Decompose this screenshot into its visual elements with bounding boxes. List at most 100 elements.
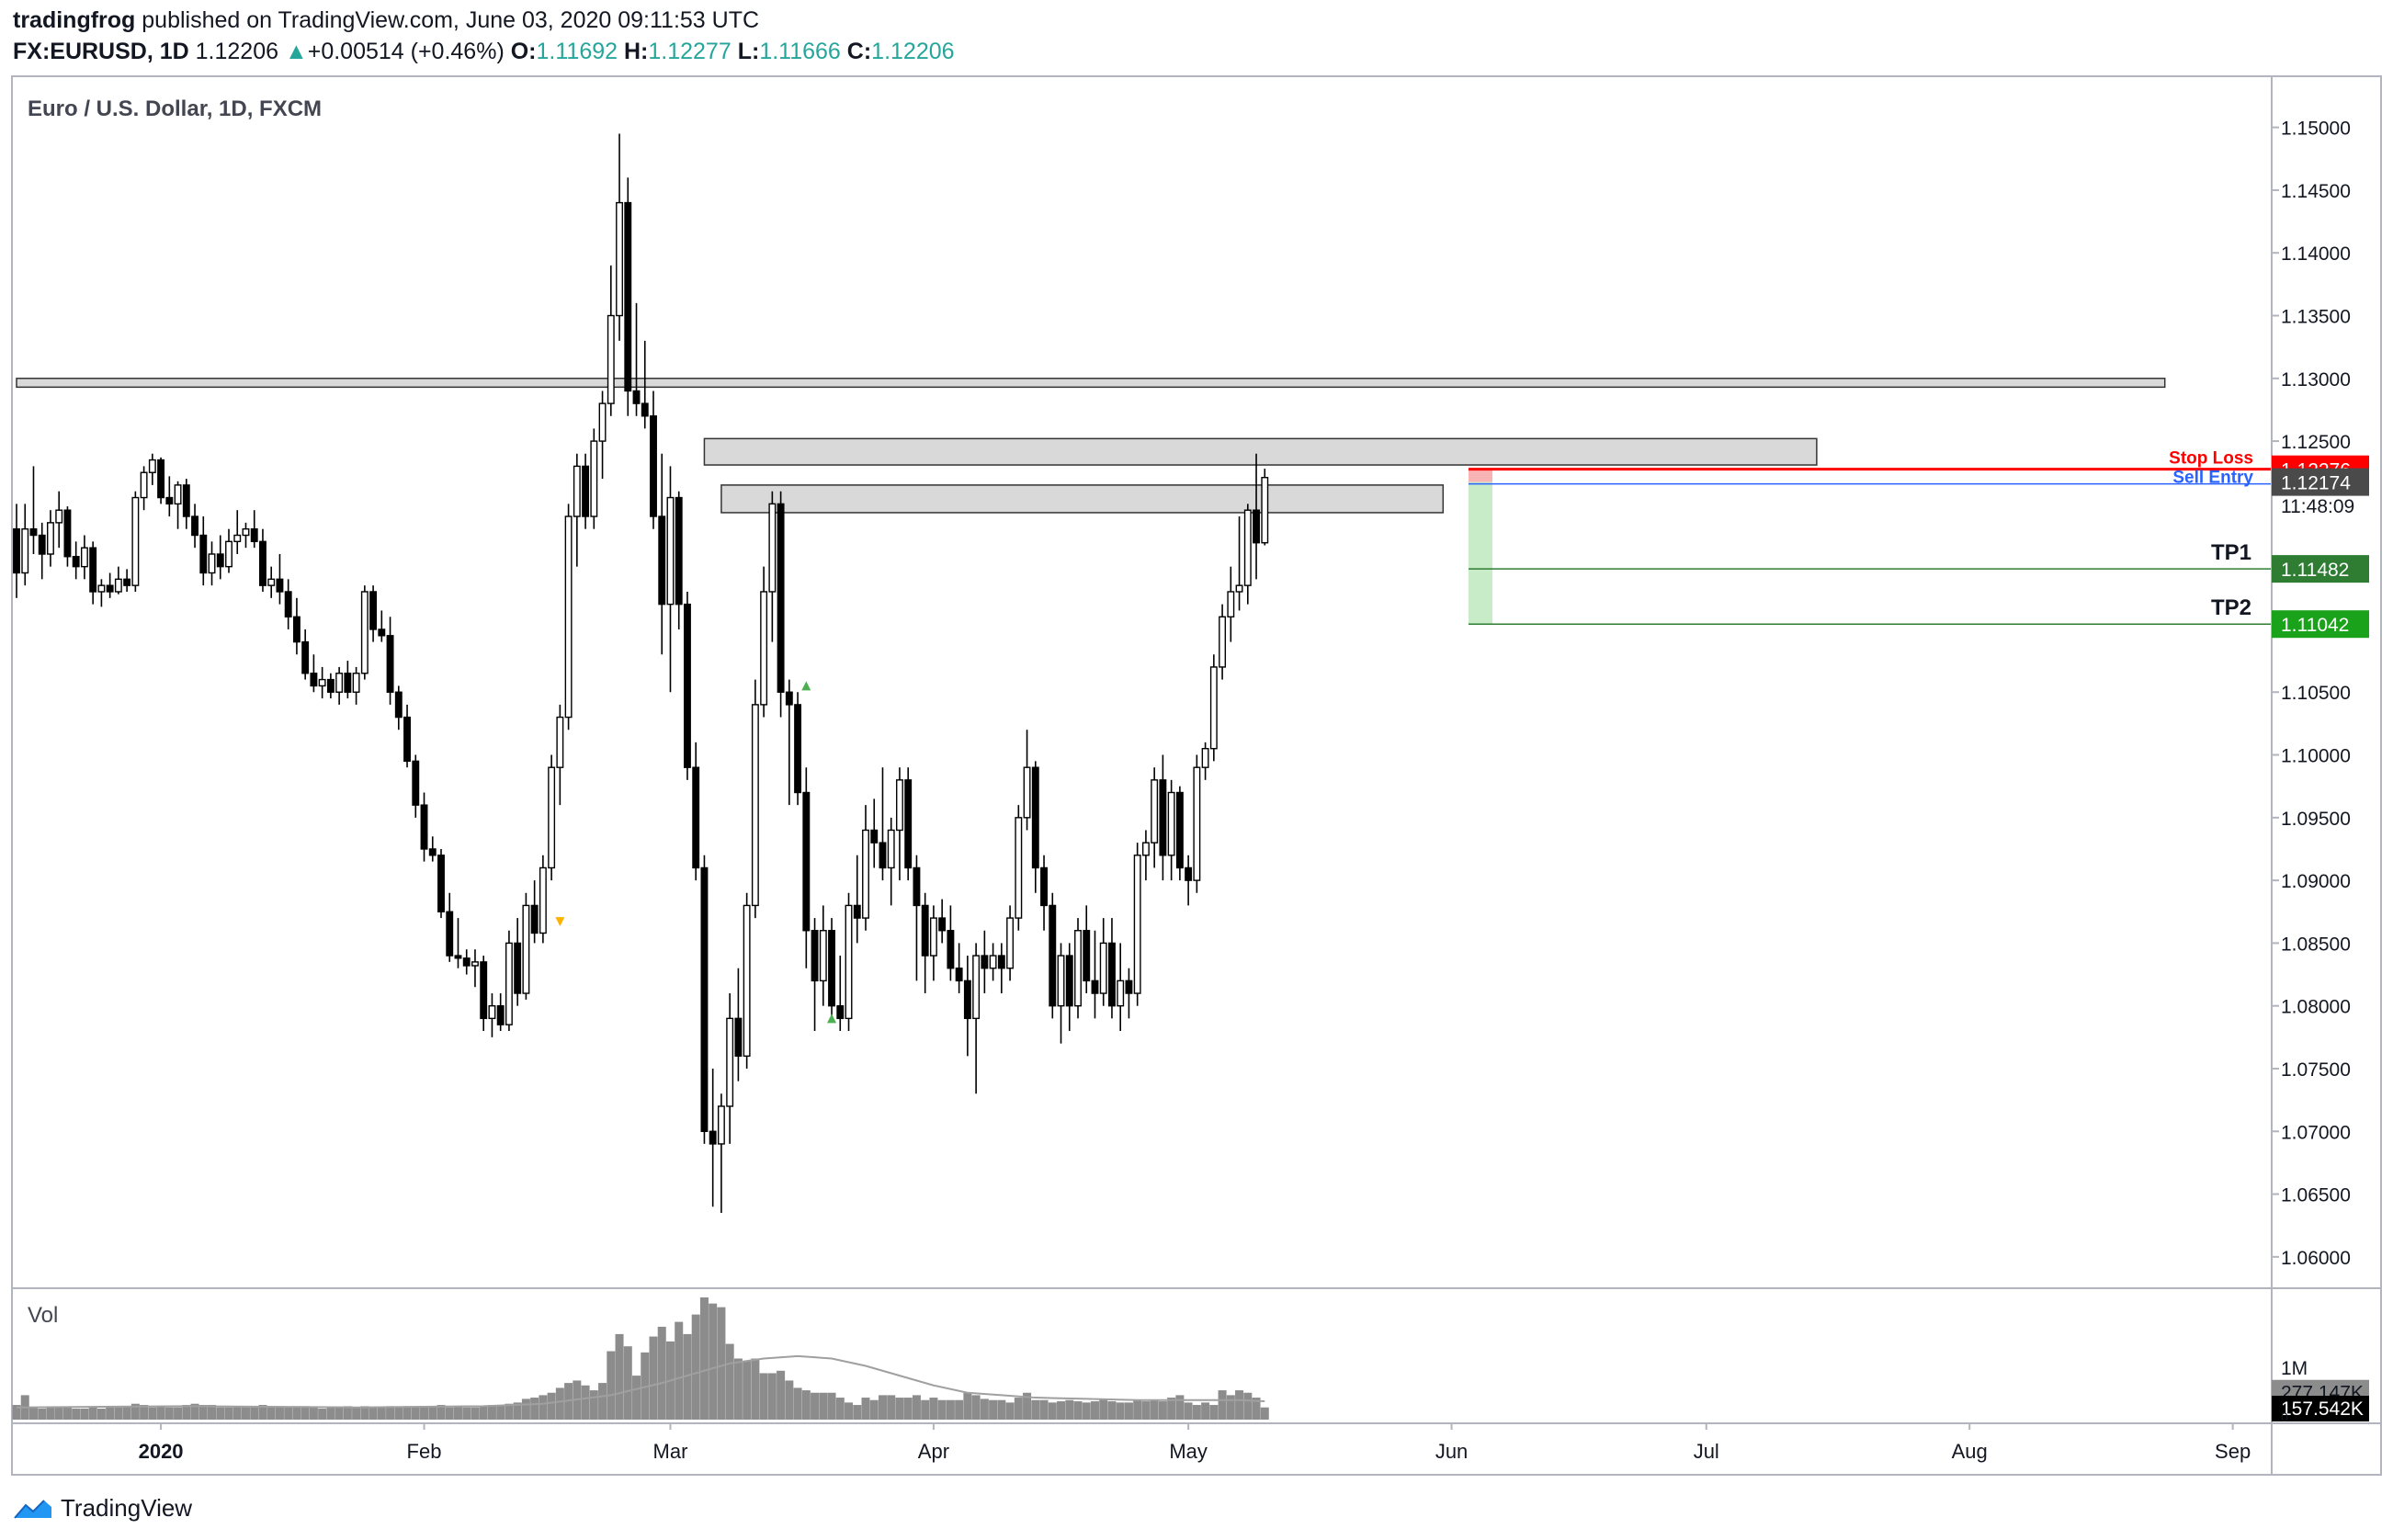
volume-bar[interactable] [106, 1407, 115, 1420]
volume-bar[interactable] [675, 1321, 684, 1420]
candle-body[interactable] [624, 201, 632, 392]
candle-body[interactable] [131, 496, 140, 586]
volume-bar[interactable] [632, 1376, 641, 1420]
candle-body[interactable] [378, 628, 386, 637]
volume-bar[interactable] [555, 1387, 564, 1420]
candle-body[interactable] [1185, 866, 1193, 881]
volume-bar[interactable] [46, 1407, 55, 1420]
candle-body[interactable] [174, 484, 182, 505]
volume-bar[interactable] [326, 1407, 335, 1420]
candle-body[interactable] [658, 515, 666, 606]
volume-bar[interactable] [1252, 1398, 1261, 1420]
volume-bar[interactable] [895, 1398, 904, 1420]
volume-bar[interactable] [130, 1403, 140, 1420]
footer-branding[interactable]: TradingView [13, 1494, 192, 1523]
volume-bar[interactable] [386, 1406, 395, 1420]
candle-body[interactable] [1099, 942, 1107, 994]
volume-bar[interactable] [641, 1352, 650, 1420]
candle-body[interactable] [972, 955, 981, 1020]
volume-bar[interactable] [615, 1333, 624, 1420]
volume-bar[interactable] [878, 1395, 887, 1420]
candle-body[interactable] [446, 911, 454, 957]
volume-bar[interactable] [420, 1407, 429, 1420]
volume-bar[interactable] [284, 1407, 293, 1420]
candle-body[interactable] [862, 829, 869, 919]
candle-body[interactable] [947, 930, 955, 969]
candle-body[interactable] [165, 496, 174, 505]
candle-body[interactable] [191, 515, 198, 537]
candle-body[interactable] [428, 848, 437, 856]
volume-bar[interactable] [912, 1395, 921, 1420]
candle-body[interactable] [556, 716, 564, 768]
volume-bar[interactable] [1116, 1402, 1125, 1420]
candle-body[interactable] [1133, 855, 1141, 994]
candle-body[interactable] [632, 390, 641, 404]
volume-bar[interactable] [360, 1406, 369, 1420]
candle-body[interactable] [590, 440, 598, 517]
volume-bar[interactable] [607, 1351, 616, 1420]
candle-body[interactable] [1083, 930, 1091, 982]
volume-bar[interactable] [394, 1407, 403, 1420]
candle-body[interactable] [106, 584, 114, 593]
candle-body[interactable] [1193, 766, 1201, 881]
volume-badge[interactable] [2272, 1396, 2369, 1421]
candle-body[interactable] [250, 527, 258, 543]
candle-body[interactable] [140, 471, 148, 499]
volume-bar[interactable] [1192, 1405, 1201, 1420]
candle-body[interactable] [700, 866, 709, 1132]
candle-body[interactable] [1253, 509, 1260, 544]
candle-body[interactable] [360, 591, 369, 674]
volume-bar[interactable] [309, 1407, 318, 1420]
volume-bar[interactable] [921, 1399, 930, 1420]
volume-bar[interactable] [513, 1402, 522, 1420]
volume-bar[interactable] [462, 1407, 471, 1420]
volume-bar[interactable] [1048, 1402, 1057, 1420]
candle-body[interactable] [870, 829, 879, 844]
candle-body[interactable] [242, 527, 250, 537]
volume-bar[interactable] [54, 1407, 63, 1420]
candle-body[interactable] [157, 459, 165, 499]
candle-body[interactable] [1057, 955, 1065, 1007]
candle-body[interactable] [726, 1017, 734, 1107]
volume-bar[interactable] [691, 1314, 700, 1420]
candle-body[interactable] [89, 547, 97, 593]
candle-body[interactable] [760, 591, 768, 706]
candle-body[interactable] [1227, 591, 1235, 617]
volume-bar[interactable] [335, 1407, 344, 1420]
candle-body[interactable] [896, 779, 903, 832]
candle-body[interactable] [208, 553, 216, 574]
candle-body[interactable] [216, 553, 224, 568]
candle-body[interactable] [1006, 917, 1015, 969]
candle-body[interactable] [284, 591, 292, 617]
volume-bar[interactable] [369, 1407, 378, 1420]
volume-bar[interactable] [683, 1333, 692, 1420]
candle-body[interactable] [607, 314, 615, 404]
price-badge[interactable] [2272, 555, 2369, 583]
volume-bar[interactable] [1158, 1401, 1167, 1420]
volume-bar[interactable] [530, 1398, 539, 1420]
volume-bar[interactable] [811, 1392, 820, 1420]
candle-body[interactable] [938, 917, 947, 932]
candle-body[interactable] [666, 496, 675, 606]
volume-bar[interactable] [428, 1406, 437, 1420]
volume-legend-label[interactable]: Vol [28, 1303, 59, 1328]
candle-body[interactable] [233, 534, 242, 543]
volume-bar[interactable] [1235, 1390, 1244, 1420]
volume-bar[interactable] [505, 1403, 514, 1420]
candle-body[interactable] [929, 917, 937, 957]
volume-bar[interactable] [318, 1409, 327, 1420]
candle-body[interactable] [267, 578, 276, 586]
candle-body[interactable] [496, 1004, 505, 1025]
volume-bar[interactable] [971, 1395, 981, 1420]
volume-bar[interactable] [292, 1406, 301, 1420]
volume-bar[interactable] [224, 1407, 233, 1420]
candle-body[interactable] [751, 704, 759, 907]
volume-bar[interactable] [1133, 1399, 1142, 1420]
volume-bar[interactable] [1065, 1399, 1074, 1420]
candle-body[interactable] [480, 961, 488, 1020]
candle-body[interactable] [853, 904, 861, 919]
volume-bar[interactable] [453, 1406, 462, 1420]
volume-bar[interactable] [767, 1373, 777, 1420]
candle-body[interactable] [437, 855, 445, 912]
